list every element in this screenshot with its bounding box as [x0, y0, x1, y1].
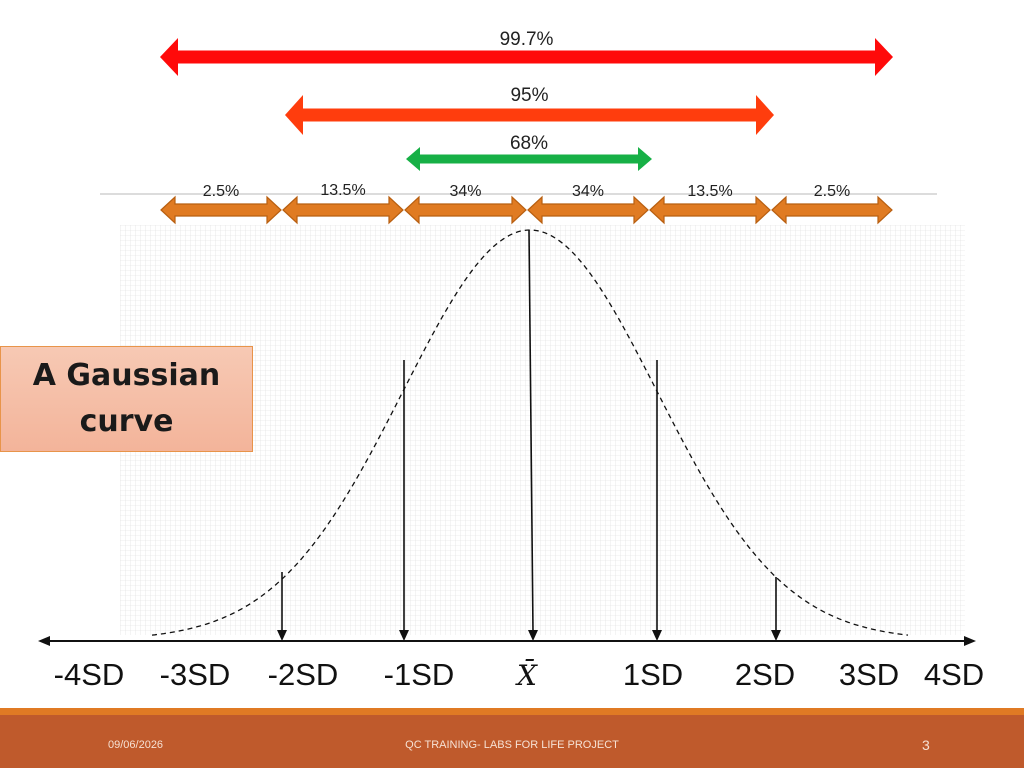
- bell-curve: [151, 229, 909, 636]
- axis-label: 3SD: [839, 657, 899, 692]
- footer-title: QC TRAINING- LABS FOR LIFE PROJECT: [405, 739, 619, 751]
- coverage-label: 68%: [510, 133, 548, 154]
- sd-arrowhead: [399, 630, 409, 641]
- segment-label: 34%: [449, 183, 481, 200]
- axis-label: 1SD: [623, 657, 683, 692]
- footer-bar: [0, 715, 1024, 768]
- sd-arrowhead: [652, 630, 662, 641]
- axis-label: 4SD: [924, 657, 984, 692]
- sd-arrowhead: [277, 630, 287, 641]
- sd-line: [528, 229, 534, 633]
- segment-label: 2.5%: [203, 183, 239, 200]
- coverage-label: 99.7%: [500, 29, 554, 50]
- page-number: 3: [922, 737, 930, 753]
- coverage-arrow: [160, 38, 893, 76]
- axis-label: -1SD: [384, 657, 455, 692]
- gaussian-callout: A Gaussian curve: [0, 346, 253, 452]
- callout-text: A Gaussian curve: [32, 358, 221, 439]
- footer-accent-line: [0, 708, 1024, 715]
- axis-arrow-right: [964, 636, 976, 646]
- segment-arrow: [771, 195, 893, 225]
- axis-label: -4SD: [54, 657, 125, 692]
- segment-label: 13.5%: [320, 182, 365, 199]
- segment-label: 13.5%: [687, 183, 732, 200]
- axis-label: X̄: [515, 658, 538, 692]
- grid-background: [120, 225, 965, 635]
- segment-arrow: [527, 195, 649, 225]
- coverage-arrow: [406, 147, 652, 171]
- segment-arrow: [404, 195, 527, 225]
- sd-arrowhead: [771, 630, 781, 641]
- sd-arrowhead: [528, 630, 538, 641]
- segment-arrow: [282, 195, 404, 225]
- axis-arrow-left: [38, 636, 50, 646]
- axis-label: 2SD: [735, 657, 795, 692]
- coverage-arrow: [285, 95, 774, 135]
- segment-label: 34%: [572, 183, 604, 200]
- axis-label: -3SD: [160, 657, 231, 692]
- coverage-label: 95%: [510, 85, 548, 106]
- footer-date: 09/06/2026: [108, 739, 164, 751]
- segment-arrow: [160, 195, 282, 225]
- axis-label: -2SD: [268, 657, 339, 692]
- segment-label: 2.5%: [814, 183, 850, 200]
- segment-arrow: [649, 195, 771, 225]
